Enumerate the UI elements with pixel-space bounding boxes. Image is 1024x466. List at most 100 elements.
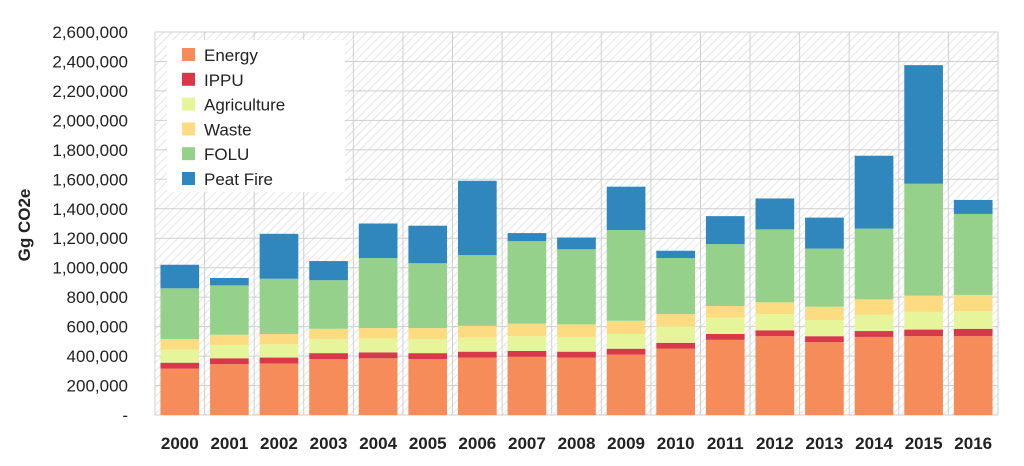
legend-label: IPPU: [204, 71, 244, 90]
bar-segment-folu: [160, 288, 200, 340]
bar-segment-energy: [358, 358, 398, 415]
bar-segment-folu: [557, 249, 596, 325]
bar-segment-peat-fire: [210, 278, 249, 286]
y-tick-label: 1,200,000: [52, 229, 128, 248]
bar-segment-waste: [309, 328, 348, 340]
bar-segment-energy: [557, 357, 596, 415]
legend-swatch: [182, 147, 195, 161]
legend-swatch: [182, 72, 195, 86]
legend-swatch: [182, 97, 195, 111]
bar-segment-ippu: [953, 328, 993, 337]
bar-segment-folu: [309, 280, 348, 329]
bar-segment-energy: [656, 348, 696, 415]
bar-segment-waste: [358, 328, 398, 339]
x-tick-label: 2011: [707, 434, 744, 453]
bar-segment-peat-fire: [309, 261, 348, 281]
bar-segment-folu: [705, 244, 745, 306]
x-tick-label: 2009: [607, 434, 645, 453]
bar-segment-folu: [408, 263, 448, 329]
bar-segment-waste: [904, 295, 943, 312]
bar-segment-agriculture: [309, 339, 348, 354]
bar-segment-ippu: [160, 362, 200, 369]
bar-segment-ippu: [854, 331, 894, 337]
bar-segment-folu: [755, 229, 795, 303]
x-tick-label: 2010: [657, 434, 695, 453]
bar-segment-energy: [755, 336, 795, 415]
y-tick-label: 2,400,000: [52, 52, 128, 71]
x-tick-label: 2002: [260, 434, 298, 453]
legend-swatch: [182, 48, 195, 61]
bar-segment-energy: [805, 342, 844, 415]
x-tick-label: 2014: [855, 434, 893, 453]
legend-label: Peat Fire: [204, 170, 273, 189]
bar-segment-agriculture: [904, 311, 943, 330]
x-tick-label: 2001: [210, 434, 248, 453]
bar-segment-peat-fire: [358, 223, 398, 259]
bar-segment-peat-fire: [656, 250, 696, 259]
y-tick-label: 400,000: [67, 347, 128, 366]
bar-segment-energy: [705, 339, 745, 415]
bar-segment-agriculture: [457, 337, 497, 352]
legend-swatch: [182, 172, 195, 185]
bar-segment-ippu: [705, 333, 745, 340]
bar-segment-agriculture: [160, 349, 200, 363]
bar-segment-peat-fire: [606, 186, 646, 231]
y-tick-label: 1,400,000: [52, 200, 128, 219]
bar-segment-energy: [259, 363, 299, 415]
y-tick-label: -: [122, 406, 128, 425]
y-tick-label: 2,200,000: [52, 82, 128, 101]
x-tick-label: 2008: [558, 434, 596, 453]
bar-segment-waste: [953, 294, 993, 312]
x-tick-label: 2005: [409, 434, 447, 453]
bar-segment-energy: [953, 336, 993, 415]
bar-segment-waste: [408, 328, 448, 340]
bar-segment-ippu: [656, 342, 696, 349]
x-tick-label: 2016: [954, 434, 992, 453]
bar-segment-ippu: [259, 357, 299, 364]
y-axis-title: Gg CO2e: [15, 189, 34, 262]
x-tick-label: 2015: [905, 434, 943, 453]
bar-segment-ippu: [557, 351, 596, 358]
bar-segment-peat-fire: [904, 65, 943, 184]
bar-segment-energy: [854, 336, 894, 415]
bar-segment-energy: [507, 356, 547, 415]
y-tick-label: 2,000,000: [52, 111, 128, 130]
bar-segment-ippu: [457, 351, 497, 358]
bar-segment-folu: [507, 241, 547, 324]
bar-segment-energy: [457, 357, 497, 415]
bar-segment-agriculture: [408, 339, 448, 354]
bar-segment-energy: [904, 336, 943, 415]
x-tick-label: 2003: [310, 434, 348, 453]
bar-segment-folu: [259, 278, 299, 334]
legend-label: Waste: [204, 120, 252, 139]
bar-segment-agriculture: [854, 314, 894, 332]
bar-segment-ippu: [309, 353, 348, 360]
bar-segment-agriculture: [755, 314, 795, 331]
bar-segment-waste: [160, 339, 200, 350]
bar-segment-waste: [805, 306, 844, 320]
bar-segment-waste: [656, 314, 696, 327]
legend-label: Agriculture: [204, 96, 285, 115]
legend-background: [167, 40, 345, 192]
bar-segment-agriculture: [210, 345, 249, 359]
bar-segment-energy: [210, 364, 249, 415]
bar-segment-folu: [210, 285, 249, 335]
bar-segment-folu: [854, 228, 894, 300]
bar-segment-folu: [656, 258, 696, 315]
bar-segment-folu: [457, 255, 497, 326]
bar-segment-waste: [557, 324, 596, 337]
bar-segment-ippu: [408, 353, 448, 360]
bar-segment-energy: [408, 359, 448, 415]
bar-segment-peat-fire: [408, 225, 448, 264]
bar-segment-waste: [259, 333, 299, 345]
bar-segment-waste: [854, 299, 894, 315]
bar-segment-agriculture: [805, 319, 844, 337]
bar-segment-ippu: [606, 348, 646, 355]
bar-segment-energy: [309, 359, 348, 415]
bar-segment-energy: [606, 354, 646, 415]
bar-segment-agriculture: [953, 311, 993, 329]
bar-segment-agriculture: [705, 317, 745, 334]
bar-segment-peat-fire: [557, 237, 596, 250]
